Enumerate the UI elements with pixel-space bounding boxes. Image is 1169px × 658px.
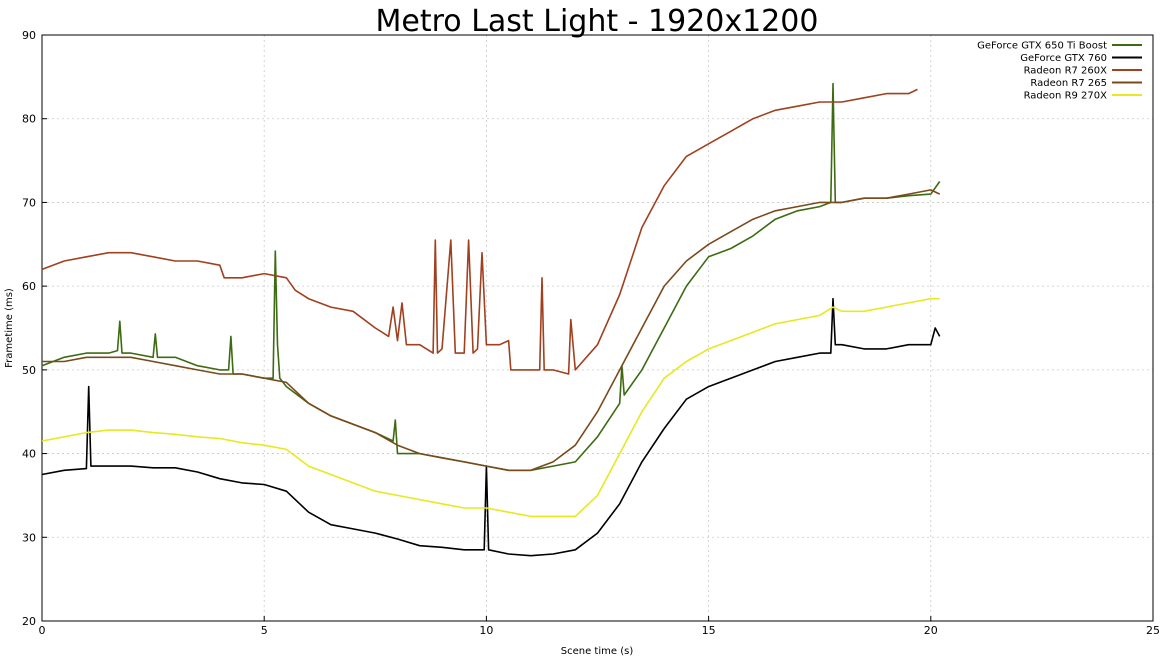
x-tick-label: 25 bbox=[1146, 624, 1160, 637]
legend-label: GeForce GTX 760 bbox=[1020, 53, 1107, 64]
series-line-1 bbox=[41, 82, 941, 472]
y-tick-label: 60 bbox=[22, 280, 36, 293]
x-tick-label: 20 bbox=[924, 624, 938, 637]
series-lines bbox=[41, 82, 941, 557]
legend-label: Radeon R9 270X bbox=[1024, 91, 1108, 102]
x-tick-label: 5 bbox=[261, 624, 268, 637]
legend-label: Radeon R7 260X bbox=[1024, 66, 1108, 77]
plot-frame bbox=[41, 34, 1154, 622]
axis-ticks: 0 5 10 15 20 25 20 30 40 50 60 70 80 90 bbox=[22, 29, 1160, 637]
y-tick-label: 20 bbox=[22, 615, 36, 628]
chart-title: Metro Last Light - 1920x1200 bbox=[376, 4, 819, 39]
legend-label: Radeon R7 265 bbox=[1030, 78, 1107, 89]
x-tick-label: 0 bbox=[39, 624, 46, 637]
series-line-4 bbox=[42, 189, 941, 472]
x-tick-label: 10 bbox=[479, 624, 493, 637]
series-line-2 bbox=[41, 297, 941, 557]
series-line-3 bbox=[41, 88, 918, 375]
y-tick-label: 80 bbox=[22, 113, 36, 126]
y-tick-label: 40 bbox=[22, 448, 36, 461]
x-axis-label: Scene time (s) bbox=[561, 646, 634, 657]
series-line-5 bbox=[41, 297, 940, 518]
y-tick-label: 30 bbox=[22, 531, 36, 544]
legend-label: GeForce GTX 650 Ti Boost bbox=[977, 41, 1107, 52]
y-axis-label: Frametime (ms) bbox=[4, 288, 15, 368]
x-tick-label: 15 bbox=[702, 624, 716, 637]
y-tick-label: 70 bbox=[22, 196, 36, 209]
y-tick-label: 50 bbox=[22, 364, 36, 377]
y-tick-label: 90 bbox=[22, 29, 36, 42]
